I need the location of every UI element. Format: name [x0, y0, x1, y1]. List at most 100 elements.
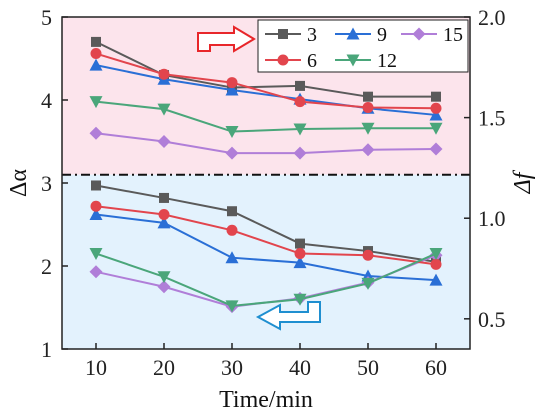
data-point-top-6: [362, 101, 374, 113]
data-point-top-3: [431, 91, 441, 102]
right-axis: 0.5 1.0 1.5 2.0: [464, 5, 506, 332]
legend-marker: [346, 27, 360, 40]
right-tick-label: 1.0: [478, 206, 506, 231]
x-tick-label: 40: [289, 355, 311, 380]
legend-entry-9: 9: [335, 24, 387, 46]
series-top-12: [89, 96, 443, 139]
data-point-top-15: [429, 142, 443, 156]
right-arrow-icon: [197, 25, 256, 53]
left-tick-label: 2: [41, 254, 52, 279]
left-tick-label: 1: [41, 337, 52, 362]
x-tick-label: 10: [85, 355, 107, 380]
right-axis-title: Δf: [510, 169, 536, 194]
series-top-6: [90, 48, 442, 114]
bottom-axis: 10 20 30 40 50 60: [85, 343, 447, 380]
data-point-top-12: [361, 122, 375, 135]
data-point-bottom-12: [89, 248, 103, 261]
legend: 3 9 15 6 12: [257, 19, 469, 73]
legend-label: 3: [307, 24, 317, 46]
left-arrow-icon: [255, 301, 321, 331]
data-point-top-3: [91, 36, 101, 47]
legend-entry-12: 12: [335, 50, 397, 72]
data-point-bottom-12: [429, 248, 443, 261]
data-point-bottom-12: [157, 271, 171, 284]
data-point-top-3: [363, 91, 373, 102]
x-tick-label: 20: [153, 355, 175, 380]
series-line-bottom-12: [95, 252, 437, 307]
x-tick-label: 50: [357, 355, 379, 380]
data-point-top-12: [225, 126, 239, 139]
series-top-15: [89, 126, 443, 160]
data-point-bottom-12: [293, 293, 307, 306]
left-axis-title: Δα: [6, 169, 32, 197]
series-bottom-12: [89, 248, 443, 313]
data-point-bottom-6: [158, 209, 170, 221]
data-point-top-12: [157, 103, 171, 116]
data-point-top-9: [89, 58, 103, 71]
data-point-bottom-9: [293, 256, 307, 269]
data-point-top-6: [158, 68, 170, 80]
legend-box: [257, 19, 469, 73]
legend-marker: [278, 29, 288, 39]
x-axis-title: Time/min: [219, 387, 313, 413]
x-tick-label: 30: [221, 355, 243, 380]
data-point-bottom-6: [362, 249, 374, 261]
legend-marker: [412, 27, 426, 41]
series-line-top-15: [95, 132, 437, 155]
legend-entry-15: 15: [401, 24, 463, 46]
data-point-top-9: [225, 83, 239, 96]
data-point-top-15: [157, 135, 171, 148]
data-point-bottom-15: [89, 265, 103, 279]
data-point-bottom-3: [227, 206, 237, 217]
legend-marker: [346, 54, 360, 67]
series-line-bottom-6: [95, 205, 437, 266]
legend-label: 12: [377, 50, 397, 72]
data-point-top-9: [429, 108, 443, 121]
x-tick-label: 60: [425, 355, 447, 380]
series-line-bottom-3: [95, 184, 437, 263]
data-point-top-15: [293, 146, 307, 160]
direction-arrows: [197, 25, 321, 331]
left-tick-label: 5: [41, 5, 52, 30]
series-line-top-12: [95, 100, 436, 133]
series-line-top-3: [95, 41, 436, 98]
data-point-top-6: [226, 77, 238, 89]
data-point-bottom-12: [225, 300, 239, 313]
left-tick-label: 4: [41, 88, 52, 113]
legend-label: 15: [443, 24, 463, 46]
data-point-top-6: [294, 96, 306, 108]
data-point-top-15: [225, 146, 239, 160]
data-point-bottom-15: [157, 280, 171, 294]
data-point-top-12: [293, 123, 307, 136]
data-point-bottom-3: [91, 180, 101, 191]
right-tick-label: 0.5: [478, 307, 506, 332]
data-point-top-15: [361, 143, 375, 157]
data-point-bottom-9: [225, 251, 239, 264]
data-point-bottom-3: [295, 238, 305, 249]
left-tick-label: 3: [41, 171, 52, 196]
data-point-top-12: [89, 96, 103, 109]
data-point-bottom-6: [294, 248, 306, 260]
series-line-top-6: [95, 52, 437, 110]
data-point-top-3: [295, 80, 305, 91]
data-point-top-15: [89, 126, 103, 140]
data-point-bottom-9: [429, 273, 443, 286]
series-bottom-6: [90, 200, 442, 270]
data-point-bottom-12: [361, 277, 375, 290]
data-point-bottom-9: [157, 216, 171, 229]
legend-marker: [277, 54, 289, 66]
left-axis: 1 2 3 4 5: [41, 5, 68, 362]
series-line-top-9: [95, 64, 437, 116]
data-point-top-12: [429, 122, 443, 135]
data-point-bottom-6: [226, 224, 238, 236]
data-point-top-6: [430, 102, 442, 114]
legend-label: 9: [377, 24, 387, 46]
series-line-bottom-9: [95, 213, 437, 282]
right-tick-label: 1.5: [478, 106, 506, 131]
data-point-bottom-6: [90, 200, 102, 212]
series-layer: [89, 36, 443, 314]
data-point-top-6: [90, 48, 102, 60]
data-point-bottom-3: [159, 192, 169, 203]
legend-label: 6: [307, 50, 317, 72]
